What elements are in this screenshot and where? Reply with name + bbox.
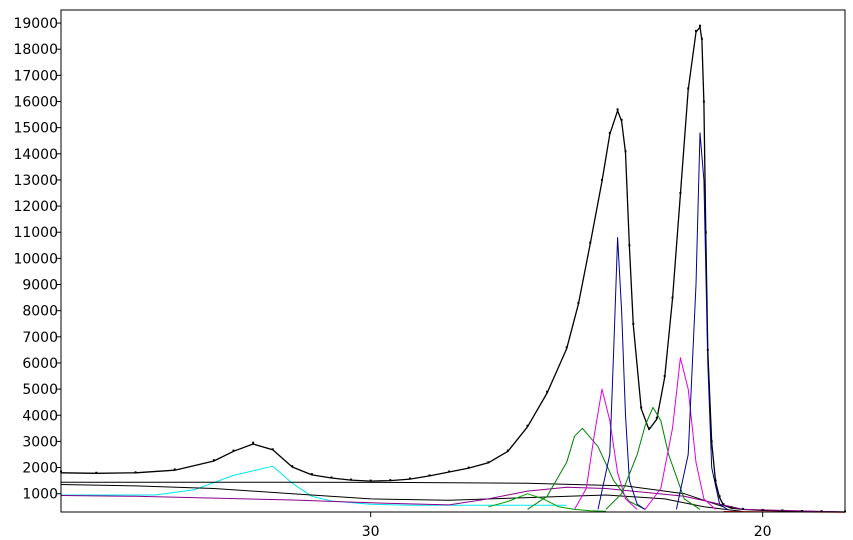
observed-point <box>408 477 411 480</box>
observed-point <box>722 503 725 506</box>
y-tick-label: 8000 <box>22 304 58 320</box>
y-tick-label: 2000 <box>22 461 58 477</box>
observed-point <box>428 474 431 477</box>
observed-point <box>742 507 745 510</box>
observed-point <box>232 449 235 452</box>
observed-point <box>577 301 580 304</box>
observed-point <box>330 476 333 479</box>
observed-point <box>173 468 176 471</box>
y-tick-label: 15000 <box>13 121 58 137</box>
observed-point <box>781 509 784 512</box>
observed-point <box>546 390 549 393</box>
y-tick-label: 4000 <box>22 408 58 424</box>
observed-point <box>271 448 274 451</box>
y-tick-label: 1000 <box>22 487 58 503</box>
component-peak-line <box>60 484 744 512</box>
observed-points <box>60 24 846 513</box>
observed-point <box>687 87 690 90</box>
observed-point <box>369 479 372 482</box>
component-peak-line <box>60 486 846 513</box>
observed-point <box>389 479 392 482</box>
y-tick-label: 16000 <box>13 95 58 111</box>
total-fit-line <box>60 26 846 513</box>
observed-point <box>699 24 701 27</box>
observed-point <box>640 406 643 409</box>
y-tick-label: 17000 <box>13 68 58 84</box>
y-tick-label: 3000 <box>22 434 58 450</box>
observed-point <box>730 506 733 509</box>
component-peak-line <box>597 237 646 510</box>
observed-point <box>448 470 451 473</box>
observed-point <box>467 466 470 469</box>
x-tick-label: 20 <box>754 524 772 540</box>
observed-point <box>663 375 666 377</box>
plot-frame <box>60 9 846 513</box>
observed-point <box>628 244 631 247</box>
y-tick-label: 7000 <box>22 330 58 346</box>
observed-point <box>704 231 707 234</box>
observed-point <box>706 348 709 351</box>
observed-point <box>761 508 764 511</box>
x-tick-label: 30 <box>362 524 380 540</box>
observed-point <box>820 510 823 513</box>
observed-point <box>95 471 98 474</box>
y-tick-label: 11000 <box>13 225 58 241</box>
y-axis: 1000 2000 3000 4000 5000 6000 7000 8000 9000 1000… <box>13 16 61 503</box>
observed-point <box>620 118 623 121</box>
observed-point <box>134 471 137 474</box>
observed-point <box>350 478 353 481</box>
observed-point <box>632 322 635 325</box>
y-tick-label: 13000 <box>13 173 58 189</box>
x-axis: 30 20 <box>362 512 772 540</box>
component-peak-line <box>61 481 724 508</box>
y-tick-label: 18000 <box>13 42 58 58</box>
observed-point <box>624 150 627 153</box>
observed-point <box>648 427 650 430</box>
observed-point <box>695 29 697 32</box>
observed-point <box>679 192 682 194</box>
component-peak-line <box>574 388 638 510</box>
observed-point <box>702 100 705 103</box>
observed-point <box>589 241 592 244</box>
observed-point <box>655 416 658 419</box>
observed-point <box>212 459 215 462</box>
y-tick-label: 19000 <box>13 16 58 32</box>
component-peak-line <box>61 465 567 506</box>
observed-point <box>506 449 509 452</box>
y-tick-label: 6000 <box>22 356 58 372</box>
observed-point <box>601 178 603 181</box>
observed-point <box>487 461 490 464</box>
observed-point <box>800 510 803 512</box>
observed-point <box>310 473 313 476</box>
y-tick-label: 12000 <box>13 199 58 215</box>
observed-point <box>565 346 568 349</box>
plot-background <box>61 10 845 512</box>
component-peak-line <box>488 493 606 512</box>
observed-point <box>714 479 717 482</box>
y-tick-label: 10000 <box>13 251 58 267</box>
observed-point <box>616 108 619 111</box>
component-peak-line <box>675 132 728 510</box>
observed-point <box>718 495 721 498</box>
observed-point <box>252 441 255 444</box>
y-tick-label: 14000 <box>13 147 58 163</box>
observed-point <box>710 440 713 443</box>
observed-point <box>671 296 674 299</box>
y-tick-label: 9000 <box>22 278 58 294</box>
observed-point <box>526 424 529 427</box>
series-layer <box>60 26 846 513</box>
observed-point <box>700 37 703 40</box>
observed-point <box>291 465 294 468</box>
component-peak-line <box>644 357 716 510</box>
observed-point <box>608 131 611 134</box>
component-peak-line <box>605 406 701 510</box>
y-tick-label: 5000 <box>22 382 58 398</box>
